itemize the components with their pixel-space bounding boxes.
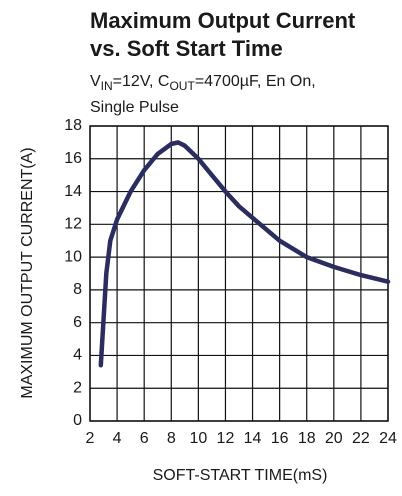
x-tick-label: 16: [271, 430, 289, 447]
x-tick-label: 8: [167, 430, 176, 447]
y-tick-label: 2: [73, 379, 82, 396]
subtitle-part: =4700µF, En On,: [195, 73, 316, 90]
chart-subtitle: VIN=12V, COUT=4700µF, En On,: [90, 73, 316, 93]
subtitle-part: OUT: [169, 79, 195, 93]
subtitle-part: =12V, C: [113, 73, 170, 90]
x-tick-label: 22: [352, 430, 370, 447]
y-tick-label: 14: [64, 183, 82, 200]
subtitle-part: V: [90, 73, 101, 90]
chart-title: Maximum Output Current: [90, 8, 356, 33]
x-tick-label: 18: [298, 430, 316, 447]
x-axis-label: SOFT-START TIME(mS): [153, 467, 328, 484]
x-tick-label: 10: [189, 430, 207, 447]
y-tick-label: 4: [73, 347, 82, 364]
plot-frame: [89, 125, 389, 422]
x-tick-label: 14: [244, 430, 262, 447]
y-tick-label: 16: [64, 150, 82, 167]
x-tick-label: 12: [217, 430, 235, 447]
y-tick-label: 8: [73, 281, 82, 298]
y-tick-label: 10: [64, 248, 82, 265]
chart-title: vs. Soft Start Time: [90, 36, 283, 61]
y-tick-label: 12: [64, 216, 82, 233]
y-tick-label: 0: [73, 412, 82, 429]
subtitle-part: IN: [101, 79, 113, 93]
x-tick-label: 4: [113, 430, 122, 447]
x-tick-label: 20: [325, 430, 343, 447]
x-tick-label: 24: [379, 430, 397, 447]
x-tick-label: 6: [140, 430, 149, 447]
y-tick-label: 6: [73, 314, 82, 331]
y-tick-label: 18: [64, 117, 82, 134]
x-tick-label: 2: [86, 430, 95, 447]
data-line: [98, 140, 391, 368]
chart-subtitle: Single Pulse: [90, 99, 179, 116]
y-axis-label: MAXIMUM OUTPUT CURRENT(A): [19, 147, 36, 398]
